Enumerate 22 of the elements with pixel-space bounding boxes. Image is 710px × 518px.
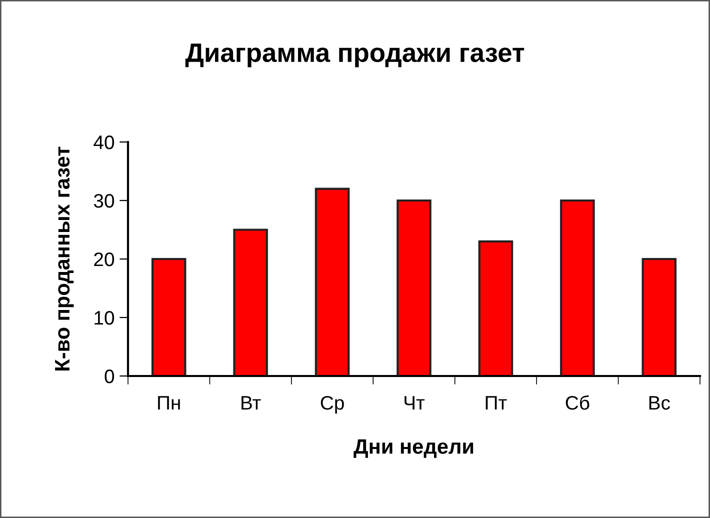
x-tick-label: Вс <box>649 396 670 410</box>
y-tick-label: 40 <box>94 135 114 150</box>
y-tick-label: 30 <box>94 194 114 208</box>
y-tick-label: 20 <box>94 252 114 266</box>
y-tick-label: 10 <box>94 310 114 325</box>
x-tick-label: Ср <box>320 396 344 414</box>
y-tick-label: 0 <box>104 369 114 384</box>
x-tick-label: Сб <box>566 395 590 410</box>
x-tick-label: Пт <box>486 396 507 410</box>
x-tick-label: Пн <box>158 396 180 410</box>
bar <box>151 258 186 376</box>
x-tick-label: Вт <box>242 396 261 410</box>
bar <box>233 228 268 376</box>
x-tick-label: Чт <box>404 396 425 410</box>
chart-title: Диаграмма продажи газет <box>185 44 524 68</box>
bar <box>314 188 350 376</box>
bar <box>478 240 514 376</box>
x-axis-title: Дни недели <box>354 439 474 458</box>
bar <box>642 258 677 376</box>
bar <box>396 199 432 376</box>
bar <box>560 199 595 376</box>
y-axis-title: К-во проданных газет <box>55 146 74 370</box>
